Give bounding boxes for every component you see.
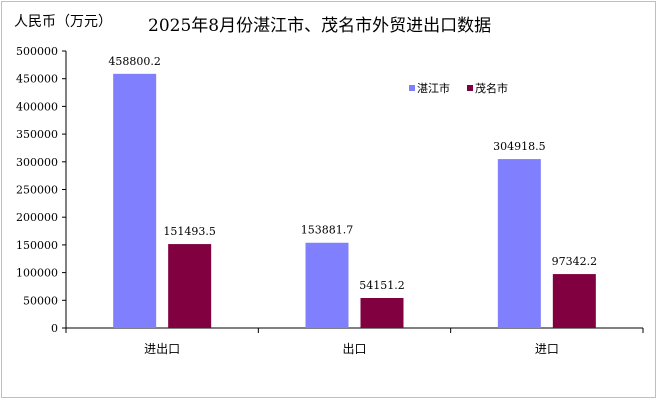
bar-maoming — [168, 244, 212, 328]
category-label: 进口 — [535, 342, 559, 356]
chart-title: 2025年8月份湛江市、茂名市外贸进出口数据 — [148, 16, 492, 36]
y-tick-label: 500000 — [16, 45, 58, 58]
y-tick-label: 200000 — [16, 211, 58, 224]
category-label: 出口 — [342, 342, 366, 356]
category-label: 进出口 — [144, 342, 180, 356]
data-label: 458800.2 — [108, 55, 161, 68]
data-label: 151493.5 — [163, 225, 216, 238]
bar-maoming — [552, 274, 596, 328]
data-label: 153881.7 — [301, 224, 354, 237]
y-tick-label: 250000 — [16, 184, 58, 197]
bar-maoming — [360, 298, 404, 328]
y-tick-label: 450000 — [16, 73, 58, 86]
bar-zhanjiang — [497, 159, 541, 328]
y-tick-label: 50000 — [23, 294, 58, 307]
bar-zhanjiang — [113, 73, 157, 328]
legend-swatch — [409, 85, 415, 91]
legend-swatch — [467, 85, 473, 91]
data-label: 54151.2 — [359, 279, 405, 292]
y-tick-label: 100000 — [16, 267, 58, 280]
data-label: 97342.2 — [552, 255, 598, 268]
y-tick-label: 300000 — [16, 156, 58, 169]
data-label: 304918.5 — [493, 140, 546, 153]
y-tick-label: 150000 — [16, 239, 58, 252]
y-tick-label: 350000 — [16, 128, 58, 141]
bar-zhanjiang — [305, 242, 349, 328]
y-axis-unit-label: 人民币（万元） — [14, 14, 112, 30]
y-tick-label: 400000 — [16, 100, 58, 113]
legend-label: 茂名市 — [475, 81, 508, 95]
legend-label: 湛江市 — [417, 81, 450, 95]
y-tick-label: 0 — [51, 322, 58, 335]
